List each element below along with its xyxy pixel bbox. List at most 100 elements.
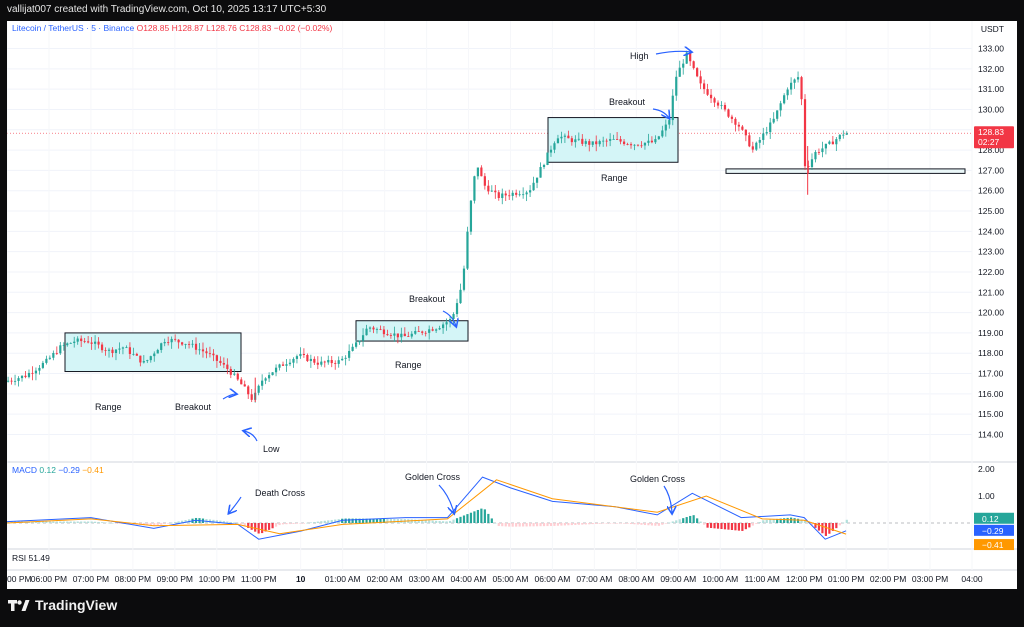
macd-histogram-bar: [574, 523, 577, 525]
candle-body: [727, 109, 730, 117]
low-arrow: [244, 431, 258, 442]
macd-legend: MACD 0.12 −0.29 −0.41: [12, 465, 104, 475]
macd-histogram-bar: [744, 523, 747, 530]
macd-histogram-bar: [776, 518, 779, 523]
macd-histogram-bar: [97, 521, 100, 523]
macd-histogram-bar: [616, 523, 619, 524]
price-tick-label: 116.00: [978, 389, 1004, 399]
macd-histogram-bar: [487, 513, 490, 523]
macd-histogram-bar: [546, 523, 549, 527]
price-tick-label: 120.00: [978, 308, 1004, 318]
candle-body: [167, 342, 170, 343]
candle-body: [737, 124, 740, 127]
candle-body: [779, 103, 782, 111]
candle-body: [410, 333, 413, 337]
macd-histogram-bar: [114, 523, 118, 524]
candle-body: [720, 105, 723, 106]
candle-body: [661, 130, 664, 137]
candle-body: [518, 194, 521, 196]
candle-body: [407, 336, 410, 337]
macd-histogram-bar: [786, 517, 789, 523]
macd-histogram-bar: [678, 519, 681, 523]
macd-histogram-bar: [692, 515, 695, 523]
macd-histogram-bar: [448, 520, 452, 523]
candle-body: [699, 76, 702, 84]
candle-body: [327, 359, 330, 363]
frame-header: vallijat007 created with TradingView.com…: [0, 0, 1024, 21]
macd-histogram-bar: [699, 521, 702, 523]
macd-histogram-bar: [59, 521, 62, 523]
macd-histogram-bar: [243, 523, 246, 527]
macd-histogram-bar: [793, 518, 796, 523]
macd-histogram-bar: [807, 522, 810, 524]
macd-histogram-bar: [174, 522, 177, 523]
macd-histogram-bar: [462, 515, 466, 523]
macd-histogram-bar: [741, 523, 744, 531]
symbol-label: Litecoin / TetherUS · 5 · Binance: [12, 23, 135, 33]
annotation-breakout-3: Breakout: [609, 97, 646, 107]
macd-badge: [974, 524, 1014, 536]
macd-histogram-bar: [10, 521, 13, 523]
candle-body: [208, 353, 212, 355]
candle-body: [838, 134, 841, 140]
annotation-golden-cross-1: Golden Cross: [405, 472, 461, 482]
macd-histogram-bar: [365, 518, 368, 523]
candle-body: [734, 118, 737, 125]
candle-body: [163, 342, 166, 344]
chart-panel[interactable]: Range Breakout Low Range Breakout Range Breako…: [7, 21, 1017, 589]
time-tick-label: 11:00 AM: [745, 574, 780, 584]
macd-histogram-bar: [605, 523, 608, 524]
candle-body: [257, 385, 260, 393]
macd-histogram-bar: [48, 521, 51, 523]
macd-histogram-bar: [570, 523, 573, 526]
candle-body: [612, 139, 615, 140]
candle-body: [713, 98, 716, 103]
breakout-arrow-1: [222, 394, 236, 400]
candle-body: [100, 344, 104, 351]
macd-value-1: 0.12: [39, 465, 56, 475]
candle-body: [807, 166, 810, 167]
macd-histogram-bar: [348, 518, 351, 523]
time-tick-label: 04:00 AM: [451, 574, 487, 584]
candle-body: [52, 352, 55, 358]
macd-histogram-bar: [455, 518, 459, 523]
candle-body: [842, 134, 845, 136]
macd-histogram-bar: [539, 523, 542, 527]
price-tick-label: 127.00: [978, 165, 1004, 175]
macd-histogram-bar: [358, 518, 361, 523]
macd-histogram-bar: [490, 518, 493, 523]
candle-body: [508, 195, 511, 197]
candle-body: [755, 142, 758, 150]
candle-body: [473, 176, 476, 201]
macd-histogram-bar: [313, 522, 316, 523]
candle-body: [529, 190, 532, 193]
price-tick-label: 130.00: [978, 104, 1004, 114]
annotation-golden-cross-2: Golden Cross: [630, 474, 686, 484]
candle-body: [723, 105, 727, 110]
price-tick-label: 125.00: [978, 206, 1004, 216]
time-tick-label: 06:00 PM: [31, 574, 67, 584]
chart-svg[interactable]: Range Breakout Low Range Breakout Range Breako…: [7, 21, 1017, 589]
macd-histogram-bar: [817, 523, 821, 531]
candle-body: [581, 138, 584, 144]
candle-body: [435, 329, 438, 331]
candle-body: [7, 380, 10, 382]
candle-body: [403, 333, 406, 337]
macd-histogram-bar: [671, 521, 674, 523]
macd-histogram-bar: [278, 523, 281, 526]
macd-histogram-bar: [675, 520, 678, 523]
candle-body: [375, 328, 379, 330]
candle-body: [476, 167, 479, 177]
macd-histogram-bar: [529, 523, 532, 527]
high-value: H128.87: [171, 23, 204, 33]
candle-body: [758, 139, 761, 143]
candle-body: [174, 338, 177, 340]
candle-body: [132, 353, 135, 355]
tradingview-logo[interactable]: TradingView: [8, 597, 117, 613]
macd-histogram-bar: [845, 519, 848, 523]
candle-body: [24, 375, 27, 378]
candle-body: [80, 338, 83, 342]
annotation-high: High: [630, 51, 649, 61]
candle-body: [414, 331, 417, 334]
candle-body: [13, 380, 17, 382]
